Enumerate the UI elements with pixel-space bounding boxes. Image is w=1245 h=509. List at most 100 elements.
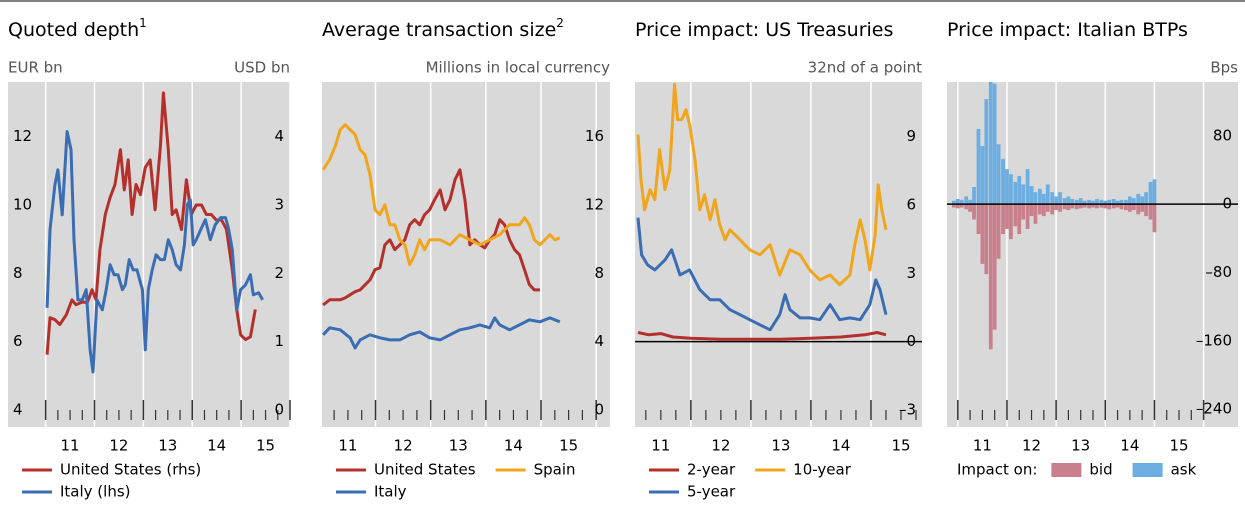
panel-title: Average transaction size2: [322, 16, 564, 41]
bar: [1107, 199, 1112, 205]
legend-label: 10-year: [793, 461, 852, 479]
bar: [1025, 169, 1030, 205]
y-tick-label: 3: [906, 264, 916, 282]
bar: [992, 83, 997, 205]
plot-area: [636, 82, 888, 427]
y-tick-label: 12: [13, 127, 32, 145]
bar: [1041, 204, 1046, 217]
bar: [1107, 204, 1112, 210]
bar: [1124, 204, 1128, 211]
bar: [980, 204, 985, 264]
series-line: [322, 316, 561, 350]
bar: [1148, 204, 1153, 220]
bar: [1070, 198, 1075, 205]
legend-label: Spain: [534, 461, 576, 479]
legend-label: United States (rhs): [60, 461, 201, 479]
bar: [1152, 204, 1157, 233]
bar: [980, 146, 985, 205]
x-tick-label: 15: [559, 437, 578, 455]
x-tick-label: 11: [973, 437, 992, 455]
x-tick-label: 11: [338, 437, 357, 455]
y-tick-label: 16: [585, 127, 604, 145]
bar: [972, 187, 976, 205]
bar: [988, 82, 993, 205]
bar: [1103, 200, 1108, 205]
bar: [996, 204, 1001, 259]
bar: [1029, 186, 1034, 205]
bar: [1021, 184, 1026, 205]
y2-tick-label: 1: [274, 332, 284, 350]
plot-area: [322, 82, 597, 427]
x-tick-label: 15: [256, 437, 275, 455]
bar: [1115, 204, 1120, 208]
legend-item: United States: [336, 461, 476, 479]
bar: [972, 204, 976, 220]
x-tick-label: 14: [207, 437, 226, 455]
y2-tick-label: 3: [274, 195, 284, 213]
bar: [1082, 204, 1087, 208]
bar: [959, 199, 964, 205]
bar: [1062, 198, 1067, 205]
bar: [1033, 204, 1038, 224]
legend-item: ask: [1132, 461, 1197, 479]
bar: [1058, 192, 1062, 205]
series-line: [636, 217, 888, 332]
bar: [1131, 204, 1136, 211]
bar: [1066, 204, 1071, 211]
x-tick-label: 12: [109, 437, 128, 455]
y-tick-label: 10: [13, 195, 32, 213]
bar: [968, 204, 972, 212]
bar: [1082, 200, 1087, 205]
legend-label: 2-year: [687, 461, 736, 479]
legend-item: Italy (lhs): [22, 483, 131, 501]
title-text: Price impact: Italian BTPs: [947, 19, 1188, 41]
x-tick-label: 14: [831, 437, 850, 455]
title-note: 1: [139, 16, 147, 30]
x-tick-label: 15: [891, 437, 910, 455]
bar: [1144, 192, 1148, 205]
bar: [1038, 188, 1042, 205]
y-tick-label: –240: [1196, 400, 1232, 418]
bar: [1091, 204, 1095, 208]
legend-item: Italy: [336, 483, 407, 501]
y-tick-label: 12: [585, 195, 604, 213]
bar: [1021, 204, 1026, 220]
y-tick-label: 6: [13, 332, 23, 350]
legend-label: United States: [374, 461, 476, 479]
bar: [1127, 204, 1132, 212]
y-axis-unit: 32nd of a point: [808, 59, 922, 77]
series-line: [636, 82, 888, 287]
y-axis-unit: EUR bn: [8, 59, 63, 77]
legend-label: 5-year: [687, 483, 736, 501]
bar: [968, 199, 972, 205]
legend-title: Impact on:: [957, 461, 1037, 479]
bar: [1066, 196, 1071, 205]
bar: [959, 204, 964, 208]
y-axis-unit: Millions in local currency: [426, 59, 611, 77]
x-tick-label: 15: [1169, 437, 1188, 455]
legend-swatch: [1051, 463, 1082, 477]
x-tick-label: 11: [61, 437, 80, 455]
plot-area: [951, 82, 1205, 427]
y-tick-label: 8: [13, 264, 23, 282]
bar: [1148, 181, 1153, 205]
y-tick-label: 9: [906, 127, 916, 145]
bar: [1111, 204, 1116, 209]
bar: [1050, 192, 1055, 205]
y2-tick-label: 2: [274, 264, 284, 282]
bar: [1017, 204, 1022, 235]
legend-label: Italy: [374, 483, 407, 501]
legend-label: ask: [1171, 461, 1197, 479]
x-tick-label: 13: [158, 437, 177, 455]
panel-title: Quoted depth1: [8, 16, 147, 41]
bar: [1029, 204, 1034, 217]
x-tick-label: 13: [771, 437, 790, 455]
bar: [1152, 179, 1157, 205]
bar: [955, 198, 960, 205]
x-tick-label: 14: [1120, 437, 1139, 455]
bar: [1087, 204, 1091, 209]
bar: [1005, 169, 1009, 205]
bar: [1001, 158, 1005, 205]
legend-item: United States (rhs): [22, 461, 201, 479]
bar: [1124, 199, 1128, 205]
